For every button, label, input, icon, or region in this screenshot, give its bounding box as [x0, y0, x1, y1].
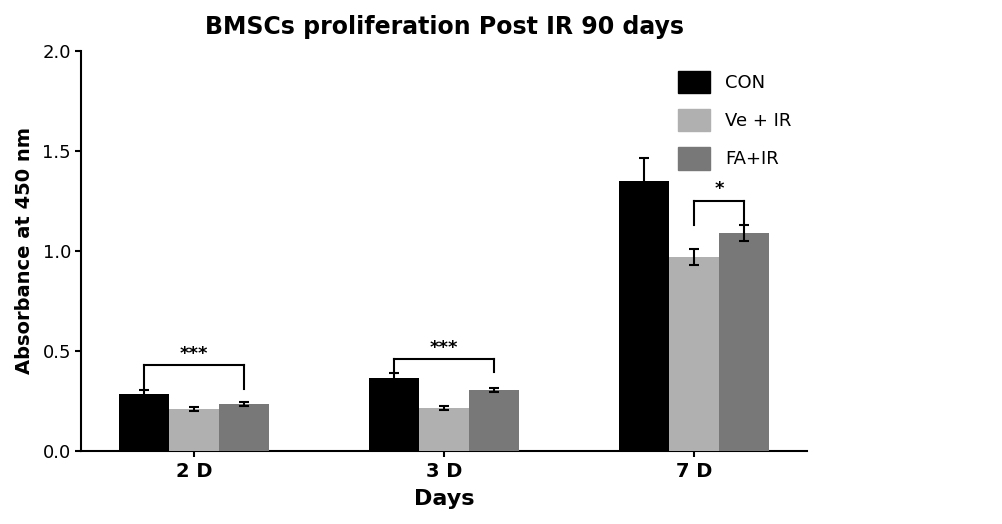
Bar — [619, 181, 669, 451]
Text: *: * — [714, 180, 723, 199]
Title: BMSCs proliferation Post IR 90 days: BMSCs proliferation Post IR 90 days — [204, 15, 683, 39]
Text: ***: *** — [179, 345, 208, 363]
Bar — [119, 394, 169, 451]
Text: ***: *** — [430, 339, 458, 357]
Bar — [669, 257, 719, 451]
Bar — [218, 404, 269, 451]
Legend: CON, Ve + IR, FA+IR: CON, Ve + IR, FA+IR — [670, 64, 799, 177]
Bar — [469, 390, 519, 451]
Bar — [719, 233, 770, 451]
Bar — [369, 378, 419, 451]
Bar — [169, 409, 218, 451]
Bar — [419, 408, 469, 451]
Y-axis label: Absorbance at 450 nm: Absorbance at 450 nm — [15, 127, 34, 375]
X-axis label: Days: Days — [414, 489, 474, 509]
